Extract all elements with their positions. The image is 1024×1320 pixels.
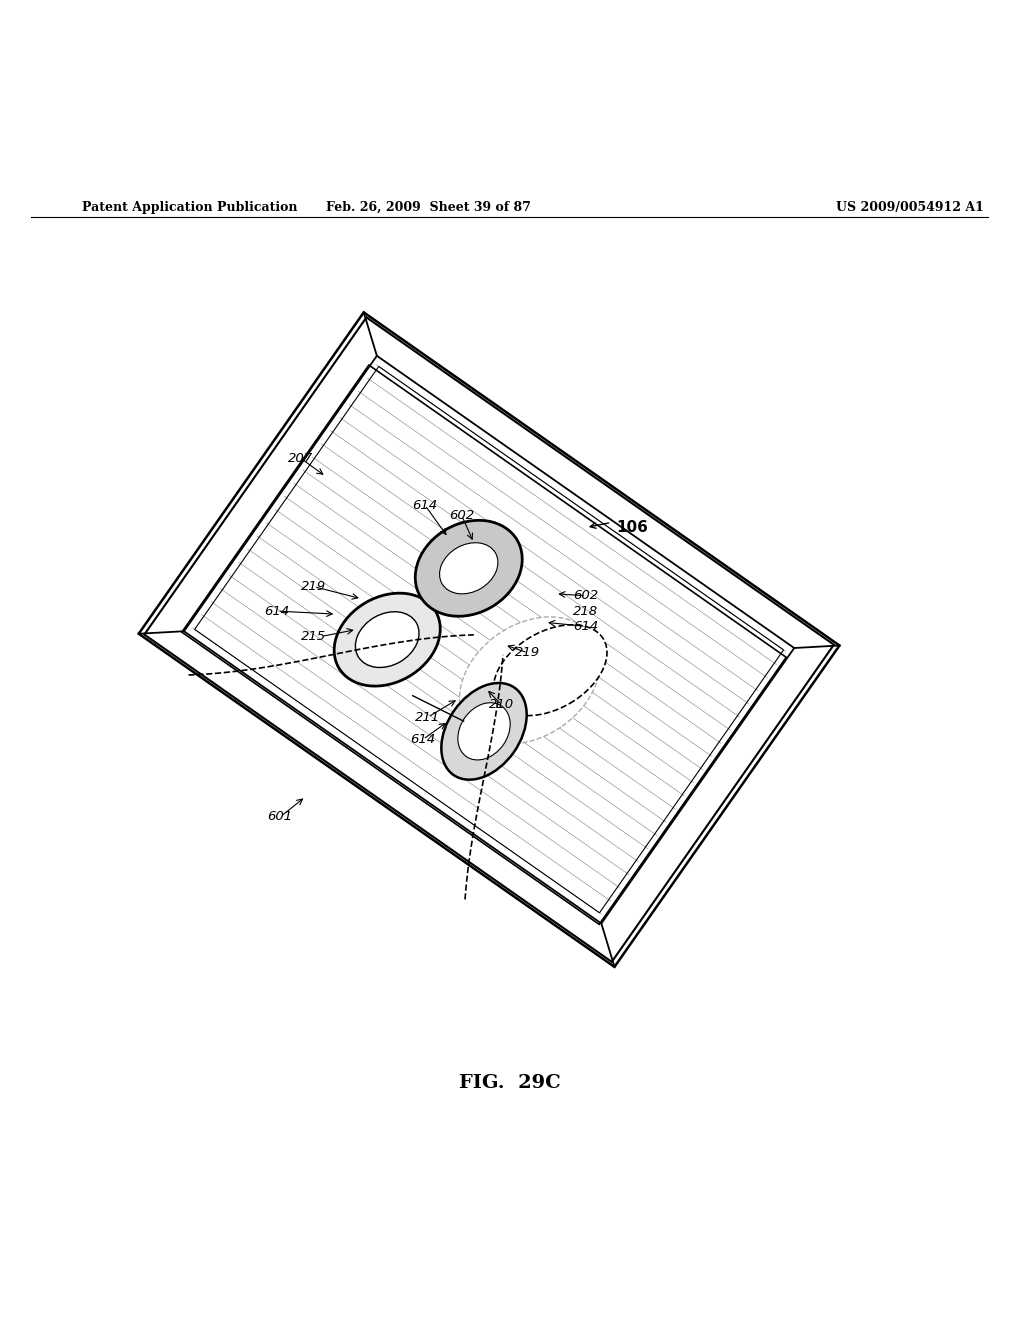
Ellipse shape <box>439 543 498 594</box>
Ellipse shape <box>416 520 522 616</box>
FancyArrowPatch shape <box>590 523 608 528</box>
Text: 601: 601 <box>267 810 293 824</box>
Text: FIG.  29C: FIG. 29C <box>459 1074 560 1092</box>
Text: 207: 207 <box>288 451 313 465</box>
Text: 215: 215 <box>301 630 327 643</box>
Text: 106: 106 <box>616 520 648 535</box>
Text: 210: 210 <box>488 698 514 711</box>
Text: Patent Application Publication: Patent Application Publication <box>82 201 297 214</box>
Text: 219: 219 <box>515 647 541 660</box>
Text: 614: 614 <box>264 605 290 618</box>
Text: US 2009/0054912 A1: US 2009/0054912 A1 <box>836 201 983 214</box>
Text: 614: 614 <box>413 499 437 512</box>
Ellipse shape <box>494 624 607 715</box>
Text: 602: 602 <box>450 508 474 521</box>
Text: 211: 211 <box>416 710 440 723</box>
Text: 219: 219 <box>301 579 327 593</box>
Ellipse shape <box>458 702 510 760</box>
Ellipse shape <box>334 593 440 686</box>
Text: 602: 602 <box>573 589 598 602</box>
Text: 614: 614 <box>573 620 598 632</box>
Ellipse shape <box>441 682 526 780</box>
Ellipse shape <box>460 616 600 744</box>
Text: 614: 614 <box>411 733 435 746</box>
Text: 218: 218 <box>573 605 598 618</box>
Ellipse shape <box>355 611 419 668</box>
Text: Feb. 26, 2009  Sheet 39 of 87: Feb. 26, 2009 Sheet 39 of 87 <box>326 201 530 214</box>
